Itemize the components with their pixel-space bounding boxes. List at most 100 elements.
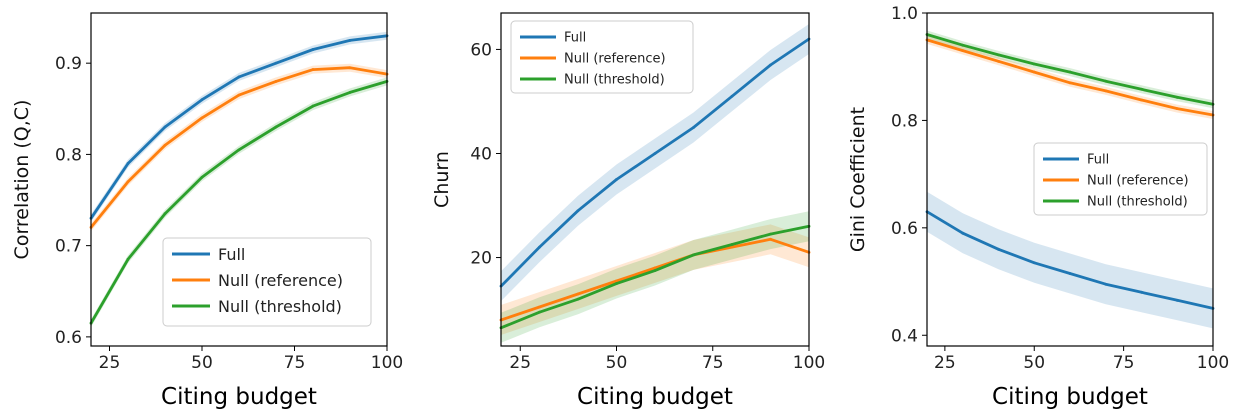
y-tick-label: 20 (470, 249, 492, 269)
y-tick-label: 40 (470, 144, 492, 164)
legend-entry: Null (threshold) (218, 297, 342, 316)
x-tick-label: 25 (509, 353, 531, 373)
legend-entry: Null (reference) (1087, 174, 1189, 189)
data-point (311, 104, 315, 108)
legend-entry: Null (threshold) (1087, 195, 1188, 210)
data-point (200, 98, 204, 102)
data-point (126, 162, 130, 165)
data-point (653, 269, 657, 272)
data-point (237, 148, 241, 152)
legend-entry: Null (reference) (564, 52, 666, 67)
data-point (237, 75, 241, 79)
legend-entry: Full (564, 31, 586, 46)
x-tick-label: 75 (702, 353, 724, 373)
data-point (274, 61, 278, 65)
x-tick-label: 25 (934, 353, 956, 373)
data-point (769, 237, 772, 241)
data-point (730, 245, 734, 249)
data-point (961, 43, 965, 47)
plot-frame (90, 12, 388, 347)
y-tick-label: 0.6 (55, 328, 82, 348)
data-point (311, 48, 315, 51)
data-point (1175, 95, 1179, 99)
x-tick-label: 75 (284, 353, 306, 373)
x-tick-label: 100 (371, 353, 403, 373)
data-point (237, 93, 241, 97)
data-point (576, 292, 580, 296)
data-point (692, 126, 695, 129)
data-point (348, 90, 352, 94)
x-tick-label: 25 (99, 353, 121, 373)
series-band (91, 63, 387, 232)
chart-1: 25 50 75 100 0.6 0.7 0.8 0.9 Citing budget Correl… (11, 12, 403, 410)
data-point (1068, 272, 1072, 275)
data-point (348, 38, 352, 42)
data-point (274, 80, 278, 83)
data-point (1104, 89, 1108, 93)
data-point (1175, 107, 1179, 111)
data-point (163, 125, 167, 129)
series-band (927, 35, 1213, 119)
chart-2: 25 50 75 100 20 40 60 Citing budget Churn Full Nul… (431, 12, 825, 410)
series-band (501, 224, 809, 335)
legend-entry: Null (threshold) (564, 73, 665, 88)
data-point (1140, 98, 1143, 102)
legend: Full Null (reference) Null (threshold) (1033, 142, 1208, 216)
legend-box (162, 237, 372, 327)
data-point (730, 94, 734, 98)
data-point (163, 212, 167, 216)
x-tick-label: 50 (1023, 353, 1045, 373)
plot-frame (500, 12, 810, 347)
plot-frame (926, 12, 1214, 347)
x-axis-label: Citing budget (992, 384, 1148, 410)
data-point (769, 232, 772, 236)
data-point (997, 53, 1000, 57)
legend-entry: Full (1087, 153, 1109, 168)
data-point (200, 116, 204, 120)
data-point (274, 125, 278, 129)
data-point (311, 68, 315, 71)
series-band (927, 191, 1213, 329)
y-axis-label: Correlation (Q,C) (11, 100, 33, 260)
x-tick-label: 100 (1197, 353, 1229, 373)
x-axis-label: Citing budget (577, 384, 733, 410)
y-tick-label: 0.7 (55, 237, 82, 257)
data-point (1068, 81, 1072, 85)
y-tick-label: 0.8 (55, 145, 82, 165)
y-axis-label: Churn (431, 151, 453, 208)
data-point (1068, 70, 1072, 74)
x-tick-label: 100 (793, 353, 825, 373)
chart-3: 25 50 75 100 0.4 0.6 0.8 1.0 Citing budget Gini C… (847, 4, 1229, 410)
y-tick-label: 0.6 (891, 219, 918, 239)
y-axis-label: Gini Coefficient (847, 107, 869, 252)
data-point (538, 305, 541, 309)
x-tick-label: 50 (606, 353, 628, 373)
legend-entry: Null (reference) (218, 271, 343, 290)
data-point (126, 180, 130, 184)
data-point (997, 247, 1000, 251)
y-tick-label: 0.4 (891, 326, 918, 346)
series-band (91, 31, 387, 223)
x-axis-label: Citing budget (161, 384, 317, 410)
data-point (163, 143, 167, 147)
data-point (692, 253, 695, 257)
data-point (615, 279, 618, 283)
y-tick-label: 0.9 (55, 54, 82, 74)
data-point (615, 178, 618, 181)
legend-box (510, 20, 694, 94)
x-tick-label: 50 (191, 353, 213, 373)
data-point (653, 266, 657, 270)
data-point (576, 209, 580, 213)
series-line (89, 34, 388, 220)
data-point (1140, 290, 1143, 294)
data-point (538, 310, 541, 314)
data-point (730, 243, 734, 246)
data-point (1175, 298, 1179, 302)
legend: Full Null (reference) Null (threshold) (510, 20, 694, 94)
series-band (501, 24, 809, 302)
data-point (1104, 79, 1108, 83)
data-point (961, 231, 965, 235)
data-point (348, 66, 352, 70)
legend-box (1033, 142, 1208, 216)
